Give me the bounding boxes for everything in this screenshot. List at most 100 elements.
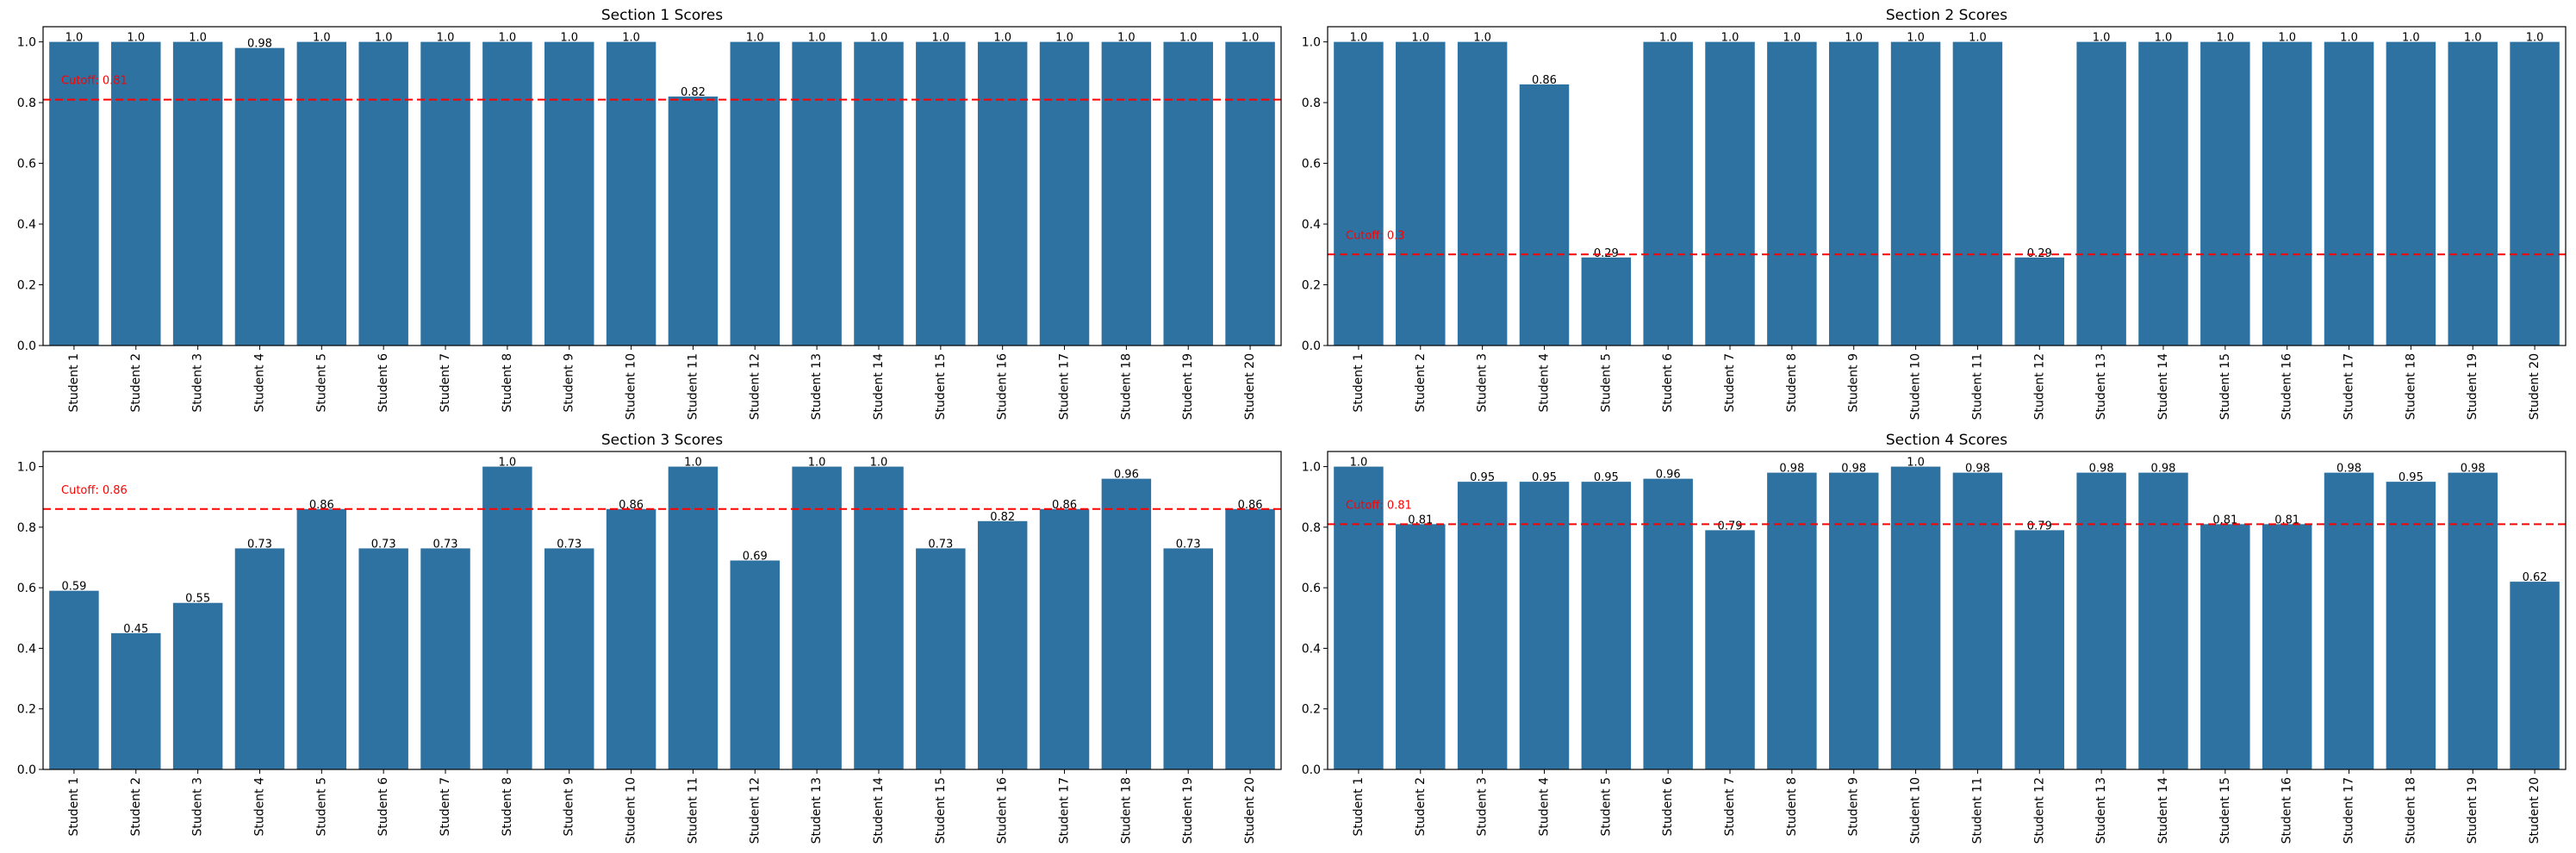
bar xyxy=(2076,472,2126,769)
x-tick-label: Student 7 xyxy=(439,777,452,836)
plot-frame xyxy=(1327,451,2567,770)
x-tick-label: Student 4 xyxy=(1537,777,1551,837)
bar xyxy=(1890,41,1941,346)
bar-value-label: 1.0 xyxy=(560,32,578,45)
bar xyxy=(2448,472,2498,769)
bar-value-label: 0.69 xyxy=(743,551,768,563)
bar-value-label: 1.0 xyxy=(1659,32,1677,45)
x-tick-label: Student 4 xyxy=(1537,353,1551,413)
x-tick-label: Student 2 xyxy=(129,353,143,412)
bar xyxy=(2386,482,2436,769)
y-tick-label: 0.4 xyxy=(17,218,36,232)
y-tick-label: 0.0 xyxy=(1302,339,1321,353)
bar xyxy=(1396,524,1446,769)
bar-value-label: 1.0 xyxy=(375,32,393,45)
x-tick-label: Student 14 xyxy=(2156,353,2170,420)
x-tick-label: Student 16 xyxy=(2280,353,2294,420)
bar xyxy=(2076,41,2126,346)
bar-value-label: 1.0 xyxy=(65,32,84,45)
bar xyxy=(1225,41,1275,346)
bar xyxy=(172,602,223,769)
y-tick-label: 1.0 xyxy=(1302,461,1321,475)
x-tick-label: Student 12 xyxy=(2032,353,2046,420)
bar-value-label: 1.0 xyxy=(993,32,1011,45)
bar-value-label: 1.0 xyxy=(1969,32,1987,45)
bar xyxy=(1396,41,1446,346)
y-tick-label: 0.2 xyxy=(17,279,36,293)
bar xyxy=(2324,41,2374,346)
y-tick-label: 0.8 xyxy=(1302,97,1321,110)
y-tick-label: 1.0 xyxy=(1302,36,1321,50)
bar xyxy=(2014,530,2065,769)
bar xyxy=(2200,524,2250,769)
x-tick-label: Student 10 xyxy=(625,777,638,844)
bar xyxy=(1952,472,2003,769)
bar xyxy=(1705,530,1755,769)
x-tick-label: Student 4 xyxy=(252,777,266,837)
x-tick-label: Student 15 xyxy=(2218,777,2232,844)
bar xyxy=(358,41,408,346)
bar-value-label: 1.0 xyxy=(2402,32,2420,45)
bar xyxy=(2510,582,2560,769)
x-tick-label: Student 8 xyxy=(501,777,514,836)
x-tick-label: Student 16 xyxy=(996,353,1010,420)
x-tick-label: Student 7 xyxy=(439,353,452,412)
bar-value-label: 1.0 xyxy=(1721,32,1739,45)
bar xyxy=(2448,41,2498,346)
bar-value-label: 1.0 xyxy=(2526,32,2544,45)
bar-value-label: 1.0 xyxy=(313,32,331,45)
x-tick-label: Student 15 xyxy=(934,777,948,844)
x-tick-label: Student 19 xyxy=(2466,353,2480,420)
bar xyxy=(1334,466,1384,769)
bar xyxy=(2138,472,2188,769)
y-tick-label: 1.0 xyxy=(17,36,36,50)
bar-value-label: 1.0 xyxy=(808,32,826,45)
x-tick-label: Student 11 xyxy=(686,777,700,844)
bar xyxy=(668,466,719,769)
x-tick-label: Student 10 xyxy=(1909,353,1923,420)
x-tick-label: Student 18 xyxy=(2404,353,2417,420)
bar-value-label: 0.98 xyxy=(1841,463,1866,476)
y-tick-label: 0.0 xyxy=(17,339,36,353)
bar-value-label: 1.0 xyxy=(2216,32,2234,45)
bar xyxy=(1334,41,1384,346)
y-tick-label: 0.4 xyxy=(1302,218,1321,232)
bar xyxy=(1828,472,1879,769)
x-tick-label: Student 3 xyxy=(1476,777,1490,836)
bar-value-label: 0.98 xyxy=(2336,463,2361,476)
bar-value-label: 1.0 xyxy=(1907,32,1925,45)
bar-value-label: 0.73 xyxy=(557,538,582,551)
x-tick-label: Student 3 xyxy=(191,353,205,412)
x-tick-label: Student 10 xyxy=(625,353,638,420)
x-tick-label: Student 7 xyxy=(1723,777,1737,836)
x-tick-label: Student 1 xyxy=(67,353,81,412)
bar-value-label: 1.0 xyxy=(1117,32,1136,45)
bar-value-label: 0.98 xyxy=(2089,463,2114,476)
cutoff-label: Cutoff: 0.86 xyxy=(61,484,128,497)
chart-panel-section-2: Section 2 Scores1.01.01.00.860.291.01.01… xyxy=(1302,7,2567,420)
y-tick-label: 0.6 xyxy=(1302,158,1321,171)
bar-value-label: 0.73 xyxy=(928,538,953,551)
bar xyxy=(916,41,966,346)
x-tick-label: Student 15 xyxy=(934,353,948,420)
bar-value-label: 0.82 xyxy=(990,511,1015,524)
bar xyxy=(1039,508,1090,769)
bar xyxy=(49,41,99,346)
x-tick-label: Student 18 xyxy=(1119,777,1133,844)
bar xyxy=(1225,508,1275,769)
x-tick-label: Student 13 xyxy=(2094,353,2108,420)
bar-value-label: 1.0 xyxy=(2155,32,2173,45)
plot-frame xyxy=(1327,26,2567,346)
bar-value-label: 0.55 xyxy=(185,593,210,606)
x-tick-label: Student 9 xyxy=(563,777,576,836)
bar-value-label: 0.98 xyxy=(247,38,272,51)
bar xyxy=(792,41,842,346)
bar-value-label: 1.0 xyxy=(2093,32,2111,45)
bar-value-label: 0.73 xyxy=(371,538,396,551)
x-tick-label: Student 13 xyxy=(810,353,824,420)
x-tick-label: Student 3 xyxy=(1476,353,1490,412)
bar-value-label: 0.79 xyxy=(1718,520,1743,532)
bar xyxy=(234,548,285,769)
x-tick-label: Student 17 xyxy=(2343,777,2356,844)
